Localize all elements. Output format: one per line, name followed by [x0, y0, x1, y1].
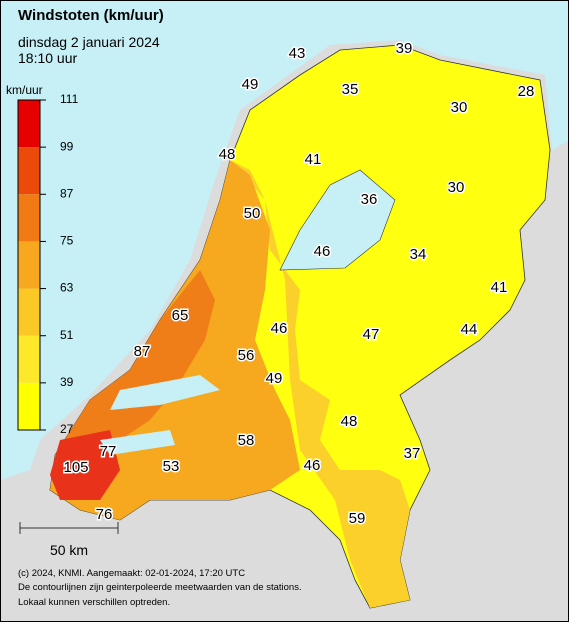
legend-tick-label: 111: [60, 92, 79, 106]
sea: [0, 0, 569, 480]
estuary: [100, 430, 175, 455]
station-value: 76: [96, 506, 113, 523]
station-value: 44: [461, 321, 478, 338]
footer-line: (c) 2024, KNMI. Aangemaakt: 02-01-2024, …: [18, 568, 245, 579]
station-value: 30: [448, 179, 465, 196]
legend-swatch: [18, 100, 40, 148]
station-value: 35: [342, 81, 359, 98]
legend-tick-label: 63: [60, 281, 74, 295]
station-value: 49: [242, 76, 259, 93]
station-value: 65: [172, 307, 189, 324]
station-value: 105: [63, 459, 88, 476]
zone-dark-orange: [55, 270, 215, 470]
legend-border: [17, 99, 41, 431]
legend-swatch: [18, 147, 40, 195]
legend-swatch: [18, 335, 40, 383]
footer-line: Lokaal kunnen verschillen optreden.: [18, 597, 170, 608]
legend-swatch: [18, 241, 40, 289]
station-value: 46: [304, 457, 321, 474]
station-value: 56: [238, 347, 255, 364]
station-value: 43: [289, 45, 306, 62]
station-value: 48: [219, 146, 236, 163]
legend-tick-label: 39: [60, 375, 74, 389]
ijsselmeer: [279, 169, 396, 271]
station-value: 50: [244, 205, 261, 222]
zone-light-orange: [230, 160, 410, 608]
legend-swatch: [18, 382, 40, 430]
station-value: 41: [491, 279, 508, 296]
station-value: 34: [410, 246, 427, 263]
footer-line: De contourlijnen zijn geinterpoleerde me…: [18, 582, 302, 593]
station-value: 87: [134, 343, 151, 360]
subtitle: dinsdag 2 januari 2024: [18, 34, 160, 50]
legend-swatch: [18, 194, 40, 242]
estuary: [110, 375, 220, 410]
scale-label: 50 km: [50, 542, 88, 558]
station-value: 39: [396, 40, 413, 57]
station-value: 46: [271, 320, 288, 337]
station-value: 28: [518, 83, 535, 100]
station-value: 46: [314, 243, 331, 260]
station-value: 48: [341, 413, 358, 430]
station-value: 53: [163, 458, 180, 475]
legend: 111 99 87 75 63 51 39 27: [17, 92, 79, 436]
legend-swatch: [18, 288, 40, 336]
legend-unit: km/uur: [6, 83, 43, 97]
station-value: 47: [363, 326, 380, 343]
station-value: 49: [266, 370, 283, 387]
station-value: 36: [361, 191, 378, 208]
title: Windstoten (km/uur): [18, 7, 164, 24]
legend-tick-label: 51: [60, 328, 74, 342]
station-value: 59: [349, 510, 366, 527]
station-value: 41: [305, 151, 322, 168]
legend-tick-label: 87: [60, 186, 74, 200]
station-value: 37: [404, 445, 421, 462]
station-value: 58: [238, 432, 255, 449]
zone-red: [50, 430, 120, 500]
legend-tick-label: 75: [60, 234, 74, 248]
legend-tick-label: 27: [60, 422, 74, 436]
time: 18:10 uur: [18, 50, 77, 66]
legend-tick-label: 99: [60, 139, 74, 153]
station-value: 30: [451, 99, 468, 116]
station-value: 77: [100, 443, 117, 460]
stations: 43 39 49 35 30 28 48 41 30 36 50 46 34 41 65 46 47 44 87 56…: [62, 38, 536, 528]
